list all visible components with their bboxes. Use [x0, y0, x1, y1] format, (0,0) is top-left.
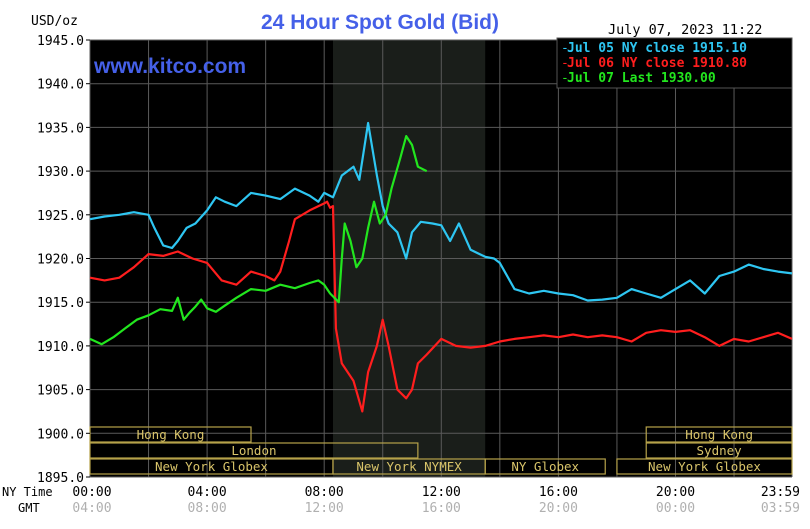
x-tick-label-ny: 00:00: [72, 485, 111, 500]
x-axis-ticks: 00:0004:0004:0008:0008:0012:0012:0016:00…: [72, 485, 800, 516]
session-label: New York Globex: [155, 459, 268, 474]
session-label: New York Globex: [648, 459, 761, 474]
x-tick-label-gmt: 03:59: [761, 501, 800, 516]
legend-box: [556, 37, 793, 89]
timestamp: July 07, 2023 11:22: [608, 22, 762, 38]
x-tick-label-gmt: 12:00: [305, 501, 344, 516]
y-tick-label: 1940.0: [37, 78, 84, 93]
series-line-1: [89, 121, 793, 302]
y-tick-label: 1925.0: [37, 209, 84, 224]
y-tick-label: 1900.0: [37, 427, 84, 442]
x-tick-label-ny: 20:00: [656, 485, 695, 500]
y-tick-label: 1915.0: [37, 296, 84, 311]
watermark: www.kitco.com: [93, 55, 246, 78]
x-tick-label-gmt: 08:00: [188, 501, 227, 516]
legend-item-jul05: Jul 05 NY close 1915.10: [567, 41, 747, 56]
series-lines: [89, 121, 793, 413]
legend-dash-jul07: -: [561, 71, 569, 86]
y-tick-label: 1930.0: [37, 165, 84, 180]
x-tick-label-ny: 08:00: [305, 485, 344, 500]
x-tick-label-ny: 12:00: [422, 485, 461, 500]
session-label: Hong Kong: [137, 427, 205, 442]
session-label: New York NYMEX: [356, 459, 462, 474]
session-label: Sydney: [697, 443, 743, 458]
session-bar: [484, 458, 606, 475]
session-label: London: [231, 443, 276, 458]
session-label: Hong Kong: [685, 427, 753, 442]
legend-dash-jul06: -: [561, 56, 569, 71]
y-tick-label: 1905.0: [37, 384, 84, 399]
series-line-2: [89, 200, 793, 413]
x-tick-label-gmt: 00:00: [656, 501, 695, 516]
y-tick-label: 1920.0: [37, 253, 84, 268]
session-bar: [645, 426, 793, 443]
session-bar: [89, 442, 419, 459]
x-tick-label-gmt: 16:00: [422, 501, 461, 516]
ny-time-label: NY Time: [2, 485, 53, 499]
session-bar: [616, 458, 793, 475]
x-tick-label-ny: 04:00: [188, 485, 227, 500]
x-tick-label-gmt: 04:00: [72, 501, 111, 516]
y-tick-label: 1895.0: [37, 471, 84, 486]
legend-item-jul07: Jul 07 Last 1930.00: [567, 71, 716, 86]
gmt-label: GMT: [18, 501, 40, 515]
session-label: NY Globex: [511, 459, 579, 474]
chart-title: 24 Hour Spot Gold (Bid): [261, 11, 499, 34]
series-line-3: [89, 135, 428, 346]
x-tick-label-gmt: 20:00: [539, 501, 578, 516]
session-bar: [645, 442, 793, 459]
session-bar: [89, 426, 252, 443]
y-axis-ticks: 1945.0 1940.0 1935.0 1930.0 1925.0 1920.0 1915…: [37, 34, 90, 486]
units-label: USD/oz: [31, 14, 78, 29]
legend-dash-jul05: -: [561, 41, 569, 56]
grid: [89, 39, 793, 478]
y-tick-label: 1910.0: [37, 340, 84, 355]
x-tick-label-ny: 16:00: [539, 485, 578, 500]
y-tick-label: 1945.0: [37, 34, 84, 49]
legend: Jul 05 NY close 1915.10 Jul 06 NY close …: [561, 41, 747, 86]
x-tick-label-ny: 23:59: [761, 485, 800, 500]
legend-item-jul06: Jul 06 NY close 1910.80: [567, 56, 747, 71]
y-tick-label: 1935.0: [37, 121, 84, 136]
